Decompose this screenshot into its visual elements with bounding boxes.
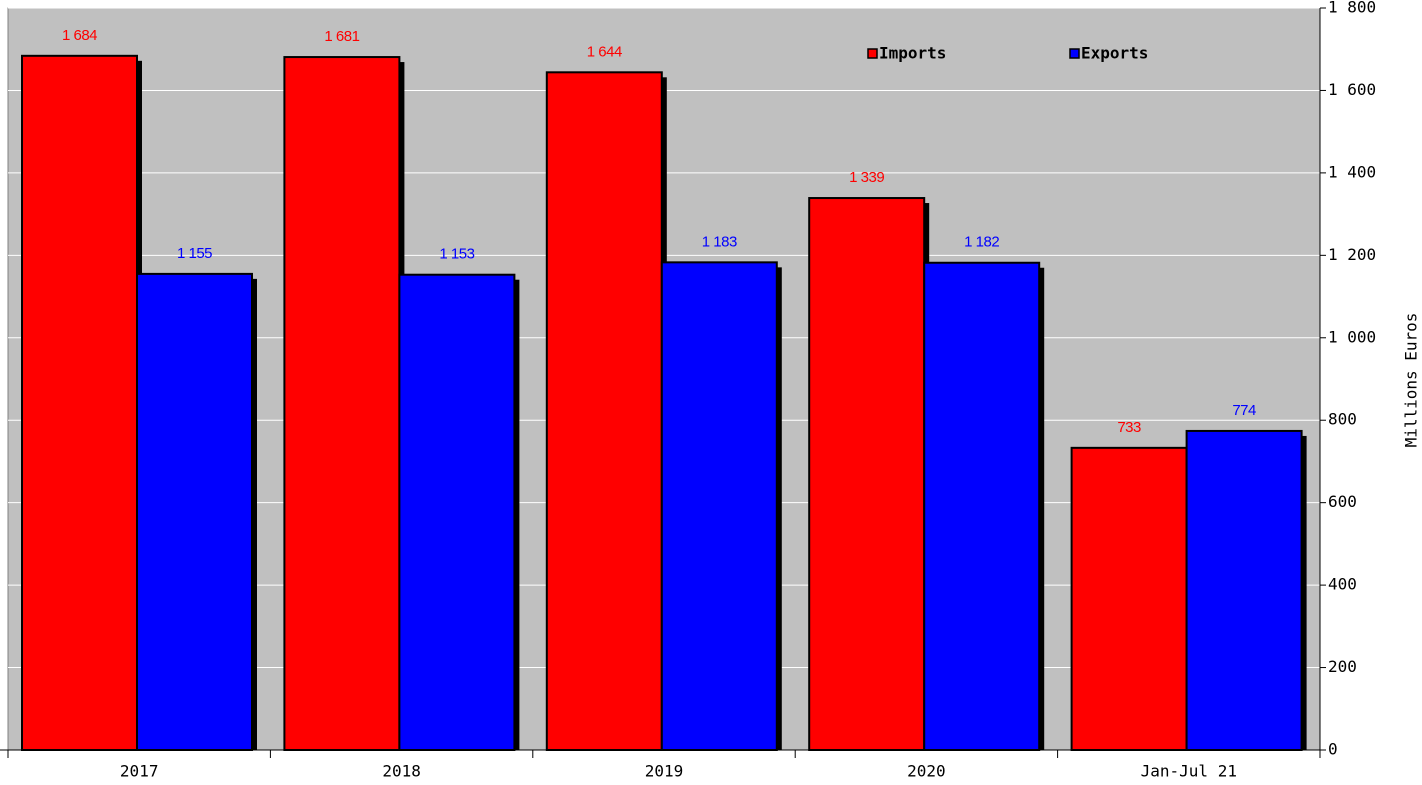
bar — [923, 261, 1041, 751]
bar — [398, 273, 516, 751]
y-tick-label: 1 800 — [1328, 0, 1376, 17]
bar — [808, 197, 926, 752]
y-tick-label: 1 400 — [1328, 162, 1376, 181]
legend-swatch — [867, 48, 878, 59]
bar — [21, 54, 138, 752]
value-label: 1 153 — [439, 246, 474, 263]
legend-label: Imports — [879, 44, 946, 63]
x-tick-label: 2018 — [382, 762, 421, 781]
x-tick-label: 2019 — [645, 762, 684, 781]
x-tick-label: 2017 — [120, 762, 159, 781]
bar — [545, 71, 663, 752]
value-label: 1 681 — [324, 28, 359, 45]
y-axis-label: Millions Euros — [1402, 313, 1421, 448]
value-label: 1 182 — [964, 234, 999, 251]
y-tick-label: 1 200 — [1328, 245, 1376, 264]
value-label: 1 155 — [177, 245, 212, 262]
y-tick-label: 1 000 — [1328, 327, 1376, 346]
value-label: 774 — [1232, 402, 1256, 419]
bar — [1185, 429, 1303, 751]
x-tick-label: Jan-Jul 21 — [1141, 762, 1237, 781]
value-label: 1 684 — [62, 27, 97, 44]
y-tick-label: 0 — [1328, 740, 1338, 759]
bar — [136, 272, 253, 751]
y-tick-label: 400 — [1328, 575, 1357, 594]
y-tick-label: 800 — [1328, 410, 1357, 429]
bar — [283, 56, 401, 751]
y-tick-label: 200 — [1328, 657, 1357, 676]
value-label: 1 644 — [587, 43, 622, 60]
x-tick-label: 2020 — [907, 762, 946, 781]
value-label: 1 183 — [702, 233, 737, 250]
y-tick-label: 600 — [1328, 492, 1357, 511]
legend-label: Exports — [1081, 44, 1148, 63]
value-label: 733 — [1117, 419, 1141, 436]
bar — [1070, 446, 1188, 751]
bar — [660, 261, 778, 751]
legend-swatch — [1069, 48, 1080, 59]
value-label: 1 339 — [849, 169, 884, 186]
y-tick-label: 1 600 — [1328, 80, 1376, 99]
